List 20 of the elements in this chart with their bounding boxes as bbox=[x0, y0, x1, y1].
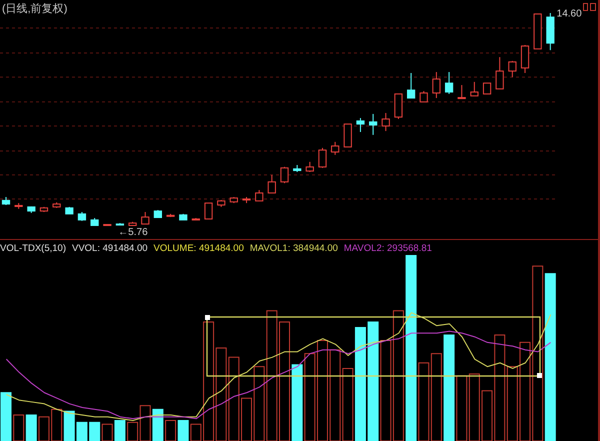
bar bbox=[0, 392, 12, 441]
candlestick bbox=[432, 72, 441, 99]
candlestick bbox=[369, 113, 378, 136]
annotation: 14.60 bbox=[556, 8, 582, 20]
bar bbox=[26, 414, 37, 441]
chart-title: (日线,前复权) bbox=[2, 2, 68, 16]
candlestick bbox=[382, 112, 390, 132]
bar bbox=[406, 255, 417, 441]
bar bbox=[114, 420, 126, 441]
bar bbox=[544, 273, 556, 441]
text: VOLUME: 491484.00 bbox=[154, 243, 244, 254]
bar bbox=[152, 408, 164, 441]
bar bbox=[178, 420, 189, 441]
bar bbox=[444, 334, 455, 441]
chart-title: VOL-TDX(5,10) bbox=[0, 243, 66, 254]
text: MAVOL2: 293568.81 bbox=[344, 243, 432, 254]
annotation: ←5.76 bbox=[118, 227, 148, 238]
text: VVOL: 491484.00 bbox=[72, 243, 148, 254]
bar bbox=[292, 364, 303, 441]
text: MAVOL1: 384944.00 bbox=[250, 243, 338, 254]
